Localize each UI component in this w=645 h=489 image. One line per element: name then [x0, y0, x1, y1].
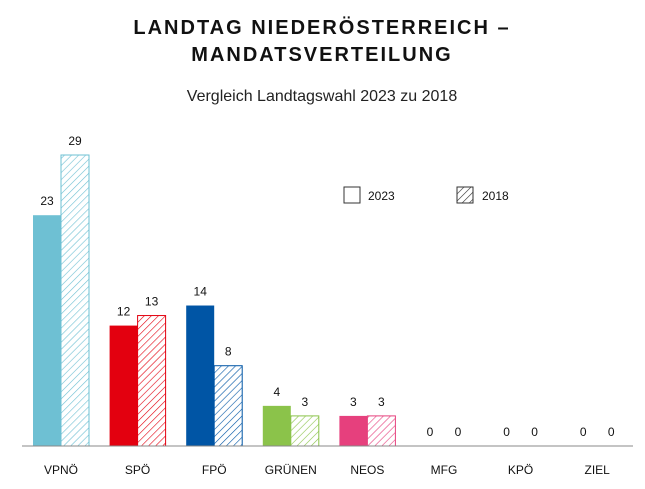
- value-label-kpö-2023: 0: [503, 425, 510, 439]
- category-label-vpnö: VPNÖ: [44, 463, 78, 477]
- legend-swatch-2018: [456, 186, 474, 204]
- chart-subtitle: Vergleich Landtagswahl 2023 zu 2018: [187, 88, 458, 105]
- bar-vpnö-2023: [33, 215, 61, 446]
- category-label-grünen: GRÜNEN: [265, 463, 317, 477]
- value-label-ziel-2018: 0: [608, 425, 615, 439]
- value-label-neos-2023: 3: [350, 395, 357, 409]
- category-label-neos: NEOS: [350, 463, 384, 477]
- category-labels: VPNÖ SPÖ FPÖ GRÜNEN NEOS MFG KPÖ ZIEL: [44, 463, 610, 477]
- value-label-fpö-2018: 8: [225, 345, 232, 359]
- bar-fpö-2023: [186, 305, 215, 446]
- bar-fpö-2018: [213, 365, 243, 447]
- category-label-kpö: KPÖ: [508, 463, 533, 477]
- category-label-fpö: FPÖ: [202, 463, 227, 477]
- value-label-ziel-2023: 0: [580, 425, 587, 439]
- bar-grünen-2018: [290, 415, 320, 447]
- bar-vpnö-2018: [60, 154, 90, 447]
- value-label-grünen-2018: 3: [301, 395, 308, 409]
- legend: 2023 2018: [343, 186, 509, 204]
- bars-group: 23 29 12 13 14 8 4 3 3 3 0 0 0 0 0 0: [33, 134, 615, 447]
- value-label-spö-2018: 13: [145, 295, 159, 309]
- bar-grünen-2023: [262, 405, 291, 446]
- bar-spö-2018: [137, 315, 167, 447]
- bar-neos-2018: [366, 415, 396, 447]
- category-label-spö: SPÖ: [125, 463, 150, 477]
- legend-swatch-2023: [343, 186, 361, 204]
- chart-title-line-2: MANDATSVERTEILUNG: [191, 44, 452, 66]
- legend-label-2023: 2023: [368, 189, 395, 203]
- value-label-kpö-2018: 0: [531, 425, 538, 439]
- legend-label-2018: 2018: [482, 189, 509, 203]
- value-label-fpö-2023: 14: [194, 285, 208, 299]
- value-label-vpnö-2023: 23: [40, 194, 54, 208]
- category-label-mfg: MFG: [431, 463, 458, 477]
- value-label-mfg-2018: 0: [455, 425, 462, 439]
- category-label-ziel: ZIEL: [585, 463, 611, 477]
- bar-spö-2023: [109, 325, 138, 446]
- chart-title-line-1: LANDTAG NIEDERÖSTERREICH –: [133, 16, 510, 39]
- value-label-spö-2023: 12: [117, 305, 131, 319]
- value-label-grünen-2023: 4: [273, 385, 280, 399]
- value-label-mfg-2023: 0: [427, 425, 434, 439]
- bar-neos-2023: [339, 415, 368, 446]
- value-label-neos-2018: 3: [378, 395, 385, 409]
- value-label-vpnö-2018: 29: [68, 134, 82, 148]
